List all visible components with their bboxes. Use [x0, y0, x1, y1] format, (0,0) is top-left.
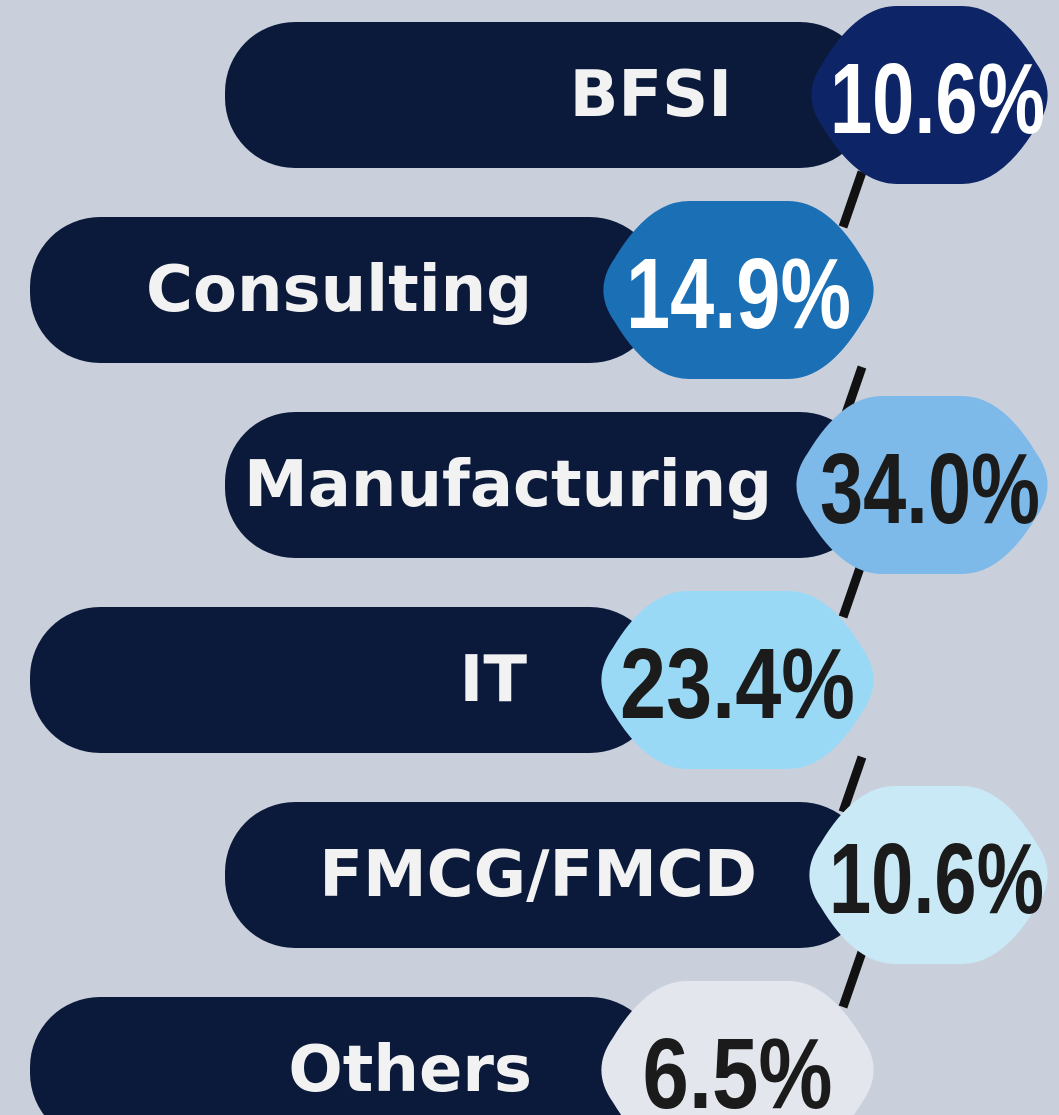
- badge: [601, 591, 874, 769]
- connector: [838, 560, 867, 619]
- percentage: 10.6%: [830, 43, 1045, 155]
- pill: [30, 607, 660, 753]
- pill: [225, 412, 870, 558]
- industry-label: IT: [460, 643, 528, 717]
- industry-label: Others: [288, 1033, 532, 1107]
- badge: [601, 981, 874, 1115]
- connector: [838, 170, 867, 229]
- industry-label: FMCG/FMCD: [319, 838, 757, 912]
- percentage: 10.6%: [829, 823, 1044, 935]
- badge: [809, 786, 1048, 964]
- connector: [838, 755, 867, 814]
- badge: [603, 201, 874, 379]
- industry-label: Manufacturing: [244, 448, 772, 522]
- connectors: [838, 170, 867, 1009]
- percentage: 14.9%: [626, 238, 851, 350]
- industry-label: BFSI: [570, 58, 732, 132]
- pill: [225, 22, 870, 168]
- industry-label: Consulting: [146, 253, 532, 327]
- percentage: 34.0%: [820, 433, 1040, 545]
- badge: [811, 6, 1048, 184]
- percentage: 6.5%: [643, 1018, 833, 1115]
- pill: [225, 802, 870, 948]
- pill: [30, 217, 660, 363]
- badge: [796, 396, 1048, 574]
- pill: [30, 997, 660, 1115]
- connector: [838, 950, 867, 1009]
- rows: BFSI 10.6% Consulting 14.9% Manufacturing 34.…: [30, 6, 1048, 1115]
- percentage: 23.4%: [620, 628, 855, 740]
